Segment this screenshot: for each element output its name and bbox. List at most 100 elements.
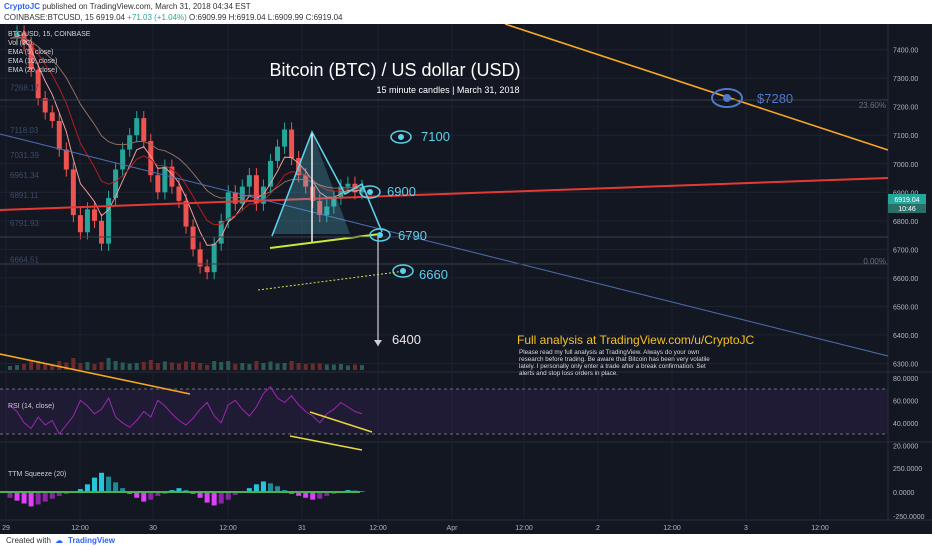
legend-item: EMA (10, close) <box>8 58 57 65</box>
volume-bar <box>282 363 287 370</box>
ttm-bar <box>14 492 20 501</box>
volume-bar <box>43 363 48 370</box>
legend-item: BTC/USD, 15, COINBASE <box>8 31 91 38</box>
time-badge-value: 10:46 <box>898 206 916 213</box>
candle-body <box>99 220 105 244</box>
ttm-bar <box>317 492 323 499</box>
footer-created: Created with <box>6 536 51 545</box>
x-tick-label: 3 <box>744 525 748 532</box>
chart-subtitle: 15 minute candles | March 31, 2018 <box>377 85 520 95</box>
candle-body <box>28 43 34 70</box>
candle-body <box>77 215 83 233</box>
ttm-bar <box>310 492 316 500</box>
candle-body <box>56 120 62 150</box>
volume-bar <box>57 361 62 370</box>
level-label: 7268.17 <box>10 83 39 92</box>
ttm-tick-label: 0.0000 <box>893 490 915 497</box>
candle-body <box>275 146 281 161</box>
volume-bar <box>184 361 188 370</box>
rsi-lower-divergence <box>289 435 363 451</box>
ttm-tick-label: -250.0000 <box>893 514 925 521</box>
cloud-icon: ☁ <box>55 536 63 545</box>
level-label: 6791.93 <box>10 219 39 228</box>
candle-body <box>331 198 337 207</box>
volume-bar <box>71 358 76 370</box>
volume-bar <box>324 364 329 370</box>
y-tick-label: 6500.00 <box>893 304 918 311</box>
ttm-bar <box>197 492 203 498</box>
chart-title: Bitcoin (BTC) / US dollar (USD) <box>269 60 520 80</box>
ttm-bar <box>303 492 309 498</box>
candle-body <box>63 149 69 170</box>
symbol-text: COINBASE:BTCUSD, 15 <box>4 13 94 22</box>
candle-body <box>183 200 189 227</box>
candle-body <box>84 209 90 233</box>
ema-line <box>9 36 363 226</box>
ttm-bar <box>91 477 97 492</box>
candle-body <box>218 220 224 244</box>
price-axis: 7400.00 7300.00 7200.00 7100.00 7000.00 6900.… <box>893 48 925 521</box>
volume-bar <box>127 363 132 370</box>
ttm-bar <box>225 492 231 500</box>
target-label-7280: $7280 <box>757 91 793 106</box>
rsi-label: RSI (14, close) <box>8 403 54 410</box>
y-tick-label: 6700.00 <box>893 247 918 254</box>
volume-bar <box>78 363 83 370</box>
candle-body <box>42 98 48 113</box>
x-tick-label: 30 <box>149 525 157 532</box>
ttm-bar <box>253 484 259 492</box>
y-tick-label: 6900.00 <box>893 190 918 197</box>
ttm-bar <box>106 476 112 492</box>
x-tick-label: 12:00 <box>663 525 681 532</box>
candle-body <box>211 243 217 273</box>
chart-canvas[interactable]: 7400.00 7300.00 7200.00 7100.00 7000.00 6900.… <box>0 24 932 534</box>
volume-bar <box>275 363 280 370</box>
candle-body <box>49 112 55 121</box>
ttm-bar <box>28 492 34 507</box>
descending-trendline <box>504 24 889 151</box>
footer: Created with ☁ TradingView <box>0 534 932 550</box>
volume-bar <box>92 364 97 370</box>
x-tick-label: 31 <box>298 525 306 532</box>
ttm-bar <box>232 492 238 495</box>
ttm-bar <box>324 492 330 496</box>
candle-body <box>246 175 252 187</box>
candle-body <box>106 198 112 244</box>
footer-brand[interactable]: TradingView <box>68 536 115 545</box>
volume-bar <box>85 362 90 370</box>
candle-body <box>155 175 161 193</box>
volume-bar <box>268 361 273 370</box>
volume-bar <box>289 361 294 370</box>
volume-bar <box>176 363 181 370</box>
volume-bar <box>22 364 27 370</box>
volume-bar <box>29 361 34 370</box>
volume-bar <box>205 365 210 370</box>
volume-bar <box>338 364 343 370</box>
candle-body <box>120 149 126 170</box>
candle-body <box>91 209 97 221</box>
author-link[interactable]: CryptoJC <box>4 2 41 11</box>
rsi-tick-label: 40.0000 <box>893 421 918 428</box>
pattern-triangle <box>272 132 350 234</box>
y-tick-label: 7000.00 <box>893 162 918 169</box>
ttm-tick-label: 250.0000 <box>893 466 922 473</box>
rsi-line <box>9 386 363 435</box>
ttm-bar <box>42 492 48 502</box>
annotation-headline: Full analysis at TradingView.com/u/Crypt… <box>517 333 755 347</box>
volume-bar <box>8 366 12 370</box>
eye-icon <box>369 228 391 242</box>
volume-bar <box>50 364 55 370</box>
volume-bars <box>8 358 364 370</box>
price-change: +71.03 (+1.04%) <box>127 13 187 22</box>
rsi-upper-divergence <box>309 411 373 433</box>
volume-bar <box>254 361 259 370</box>
eye-icon <box>390 130 412 144</box>
ttm-bar <box>359 491 365 493</box>
ttm-bar <box>141 492 147 502</box>
ttm-bar <box>7 492 13 498</box>
ttm-bar <box>155 492 161 496</box>
left-level-labels: 7268.17 7118.03 7031.39 6961.34 6891.11 6791.… <box>10 83 39 264</box>
volume-bar <box>148 360 153 370</box>
x-tick-label: Apr <box>447 525 459 532</box>
volume-bar <box>141 362 146 370</box>
